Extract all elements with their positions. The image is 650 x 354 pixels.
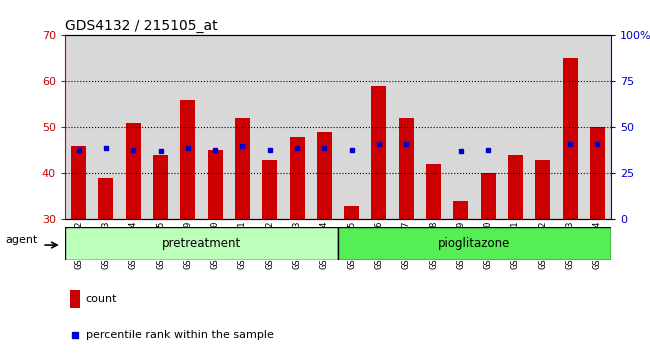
Bar	[393, 35, 420, 219]
Bar	[562, 58, 578, 219]
Bar	[229, 35, 256, 219]
Bar	[70, 290, 81, 308]
Bar	[371, 86, 387, 219]
Bar	[120, 35, 147, 219]
Bar	[235, 118, 250, 219]
Bar	[420, 35, 447, 219]
Text: agent: agent	[5, 235, 38, 245]
Bar	[317, 132, 332, 219]
Bar	[344, 206, 359, 219]
Bar	[174, 35, 202, 219]
Bar	[262, 160, 278, 219]
Bar	[508, 155, 523, 219]
Bar	[365, 35, 393, 219]
Text: percentile rank within the sample: percentile rank within the sample	[86, 330, 274, 340]
Bar	[398, 118, 414, 219]
Bar	[535, 160, 551, 219]
Bar	[65, 35, 92, 219]
Text: count: count	[86, 294, 117, 304]
Bar	[283, 35, 311, 219]
Bar	[590, 127, 605, 219]
Bar	[71, 146, 86, 219]
Bar	[92, 35, 120, 219]
Text: pretreatment: pretreatment	[162, 237, 241, 250]
Bar	[125, 123, 141, 219]
Bar	[480, 173, 496, 219]
Bar	[256, 35, 283, 219]
Text: GDS4132 / 215105_at: GDS4132 / 215105_at	[65, 19, 218, 33]
Bar	[474, 35, 502, 219]
Bar	[556, 35, 584, 219]
Bar	[311, 35, 338, 219]
Bar	[65, 227, 338, 260]
Bar	[98, 178, 114, 219]
Bar	[289, 137, 305, 219]
Bar	[202, 35, 229, 219]
Bar	[147, 35, 174, 219]
Bar	[502, 35, 529, 219]
Bar	[207, 150, 223, 219]
Bar	[529, 35, 556, 219]
Bar	[453, 201, 469, 219]
Bar	[584, 35, 611, 219]
Bar	[426, 164, 441, 219]
Bar	[338, 35, 365, 219]
Bar	[447, 35, 474, 219]
Text: pioglitazone: pioglitazone	[438, 237, 511, 250]
Bar	[180, 100, 196, 219]
Bar	[153, 155, 168, 219]
Bar	[338, 227, 611, 260]
